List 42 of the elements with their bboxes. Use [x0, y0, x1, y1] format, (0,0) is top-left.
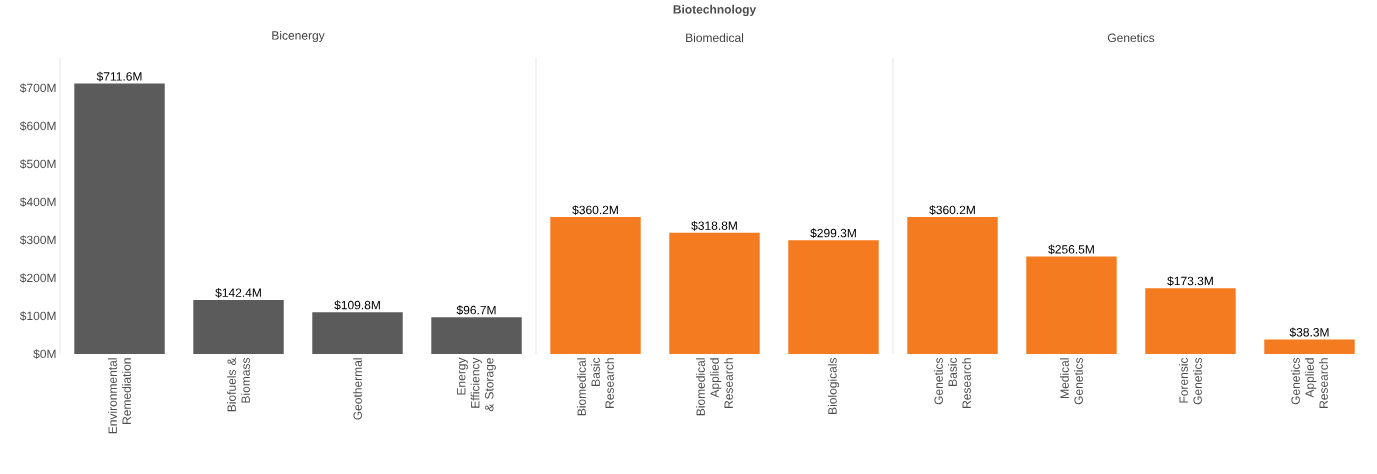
x-tick-label: Environmental Remediation: [108, 358, 131, 434]
bar: [74, 83, 165, 354]
data-label: $360.2M: [929, 205, 975, 215]
x-tick-label: Biomedical Applied Research: [696, 358, 733, 416]
bar: [431, 317, 522, 354]
x-tick-label: Forensic Genetics: [1179, 357, 1202, 405]
x-tick-label: Biofuels & Biomass: [227, 357, 250, 412]
data-label: $109.8M: [334, 300, 380, 311]
x-tick-label: Biologicals: [827, 357, 840, 414]
y-tick-label: $600M: [19, 121, 56, 131]
data-label: $360.2M: [572, 205, 618, 215]
y-tick-label: $200M: [19, 273, 56, 283]
x-tick-label: Medical Genetics: [1060, 357, 1083, 405]
bar: [1264, 339, 1355, 354]
y-tick-label: $0M: [33, 349, 56, 359]
x-tick-label: Biomedical Basic Research: [577, 357, 614, 416]
chart-title: Biomedical: [686, 33, 744, 43]
x-tick-label: Geothermal: [353, 358, 362, 420]
bar: [193, 299, 284, 354]
data-label: $256.5M: [1048, 244, 1094, 255]
data-label: $711.6M: [96, 71, 142, 82]
bar: [907, 217, 998, 354]
chart-title: Genetics: [1107, 33, 1155, 43]
y-tick-label: $300M: [19, 235, 56, 245]
y-tick-label: $100M: [19, 311, 56, 321]
y-tick-label: $400M: [19, 197, 56, 207]
data-label: $299.3M: [810, 228, 856, 239]
chart-title: Bicenergy: [272, 30, 325, 43]
text: Biotechnology: [673, 4, 757, 17]
data-label: $38.3M: [1289, 327, 1329, 338]
x-tick-label: Energy Efficiency & Storage: [457, 357, 496, 412]
data-label: $318.8M: [691, 220, 737, 231]
bar: [312, 312, 403, 354]
y-tick-label: $700M: [19, 83, 56, 93]
data-label: $173.3M: [1167, 276, 1213, 286]
y-tick-label: $500M: [19, 159, 56, 169]
x-tick-label: Genetics Basic Research: [934, 357, 971, 408]
bar: [1026, 256, 1117, 354]
bar: [1145, 288, 1236, 354]
data-label: $96.7M: [456, 305, 496, 316]
data-label: $142.4M: [215, 287, 261, 298]
x-tick-label: Genetics Applied Research: [1291, 357, 1328, 408]
